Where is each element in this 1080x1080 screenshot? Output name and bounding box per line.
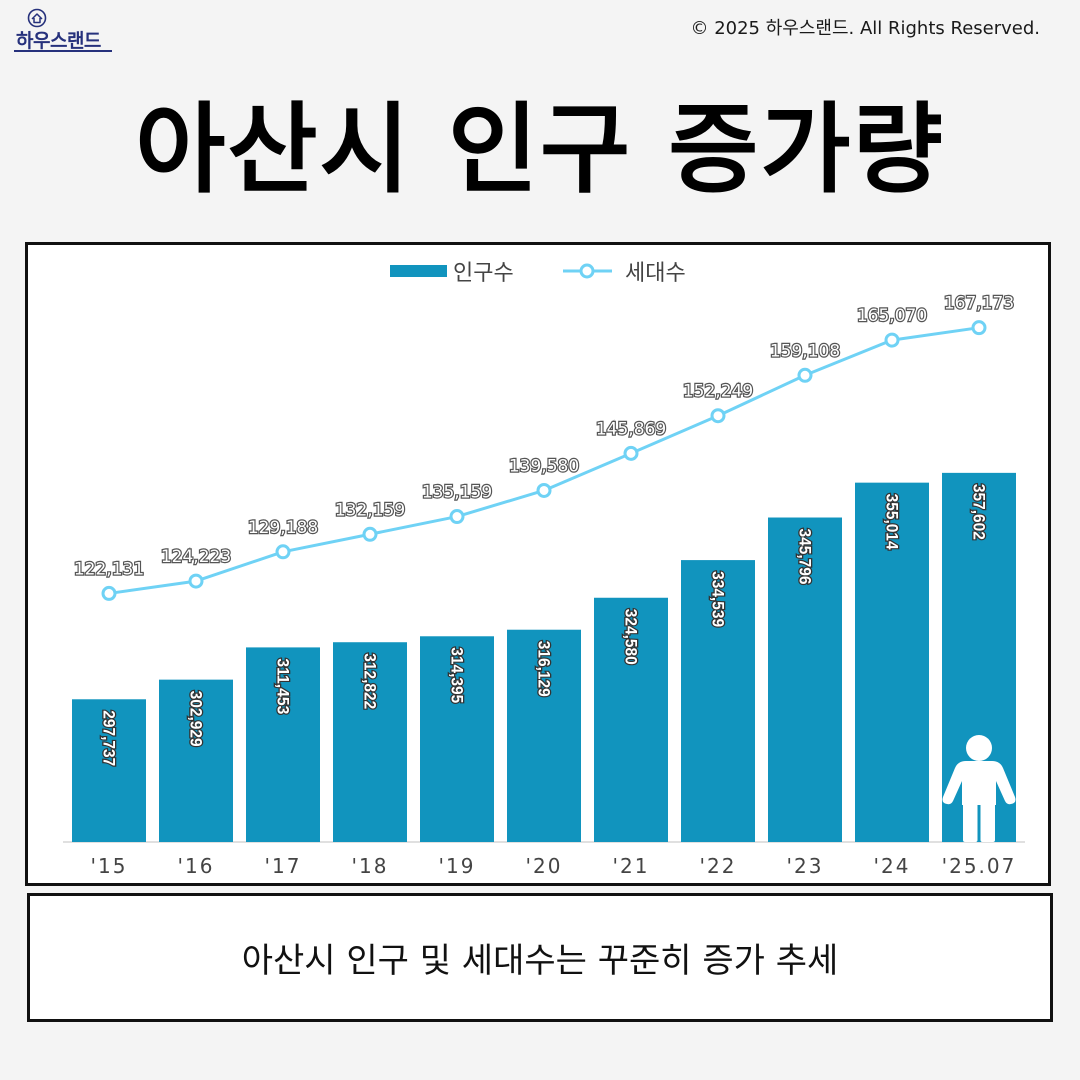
population-bar-label: 345,796 bbox=[796, 529, 815, 585]
person-icon bbox=[942, 735, 1016, 842]
x-tick-label: '22 bbox=[700, 854, 737, 878]
legend-bar-swatch bbox=[390, 265, 447, 277]
households-point-label: 165,070 bbox=[857, 306, 927, 326]
households-point-label: 159,108 bbox=[770, 341, 840, 361]
x-tick-label: '19 bbox=[439, 854, 476, 878]
x-tick-label: '21 bbox=[613, 854, 650, 878]
households-point bbox=[971, 320, 987, 336]
logo-underline bbox=[14, 50, 112, 52]
population-bar-label: 302,929 bbox=[187, 691, 206, 747]
population-bar-label: 334,539 bbox=[709, 571, 728, 627]
households-point-label: 122,131 bbox=[74, 559, 144, 579]
legend-marker-icon bbox=[579, 263, 595, 279]
population-bar-label: 314,395 bbox=[448, 647, 467, 703]
x-tick-label: '15 bbox=[91, 854, 128, 878]
copyright-notice: © 2025 하우스랜드. All Rights Reserved. bbox=[690, 18, 1040, 39]
brand-logo: 하우스랜드 bbox=[14, 8, 114, 56]
population-bar bbox=[594, 597, 668, 842]
x-tick-label: '24 bbox=[874, 854, 911, 878]
households-point-label: 135,159 bbox=[422, 483, 492, 503]
x-axis-ticks: '15 '16 '17 '18 '19 '20 '21 '22 '23 '24 '25.07 bbox=[91, 854, 1017, 878]
households-point-label: 139,580 bbox=[509, 456, 579, 476]
x-tick-label: '17 bbox=[265, 854, 302, 878]
legend-label-population: 인구수 bbox=[453, 261, 514, 286]
x-tick-label: '18 bbox=[352, 854, 389, 878]
x-tick-label: '23 bbox=[787, 854, 824, 878]
households-point-label: 129,188 bbox=[248, 518, 318, 538]
households-point bbox=[797, 367, 813, 383]
households-point bbox=[449, 509, 465, 525]
house-logo-icon bbox=[27, 8, 47, 28]
households-line-layer: 122,131 124,223 129,188 132,159 135,159 139,5… bbox=[73, 292, 1015, 601]
population-bar bbox=[72, 699, 146, 842]
population-bar-label: 297,737 bbox=[100, 710, 119, 766]
bars-layer bbox=[72, 472, 1016, 842]
bar-labels-layer: 297,737 302,929 311,453 312,822 314,395 316,1… bbox=[98, 483, 990, 768]
population-chart: 인구수 세대수 297,737 302,929 311,453 312,822 314,… bbox=[63, 261, 1025, 878]
population-bar-label: 355,014 bbox=[883, 494, 902, 550]
households-point-label: 145,869 bbox=[596, 419, 666, 439]
households-point bbox=[101, 585, 117, 601]
logo-text: 하우스랜드 bbox=[16, 30, 101, 52]
legend-label-households: 세대수 bbox=[625, 261, 686, 286]
households-point bbox=[623, 445, 639, 461]
population-bar-label: 316,129 bbox=[535, 641, 554, 697]
population-bar-label: 312,822 bbox=[361, 653, 380, 709]
population-bar bbox=[159, 679, 233, 842]
population-bar bbox=[768, 517, 842, 842]
chart-panel: 인구수 세대수 297,737 302,929 311,453 312,822 314,… bbox=[25, 242, 1051, 886]
population-bar bbox=[507, 629, 581, 842]
households-point bbox=[884, 332, 900, 348]
page-title: 아산시 인구 증가량 bbox=[135, 93, 945, 207]
households-point bbox=[710, 408, 726, 424]
x-tick-label: '16 bbox=[178, 854, 215, 878]
households-point-label: 132,159 bbox=[335, 500, 405, 520]
caption-box: 아산시 인구 및 세대수는 꾸준히 증가 추세 bbox=[27, 893, 1053, 1022]
population-bar bbox=[246, 647, 320, 842]
population-bar bbox=[855, 482, 929, 842]
population-bar bbox=[681, 560, 755, 842]
chart-legend: 인구수 세대수 bbox=[390, 261, 686, 286]
households-point bbox=[275, 544, 291, 560]
population-bar bbox=[420, 636, 494, 842]
population-bar bbox=[333, 642, 407, 842]
x-tick-label: '20 bbox=[526, 854, 563, 878]
households-point-label: 152,249 bbox=[683, 382, 753, 402]
households-point bbox=[188, 573, 204, 589]
households-point bbox=[362, 526, 378, 542]
households-point bbox=[536, 482, 552, 498]
households-point-label: 167,173 bbox=[944, 294, 1014, 314]
population-bar-label: 311,453 bbox=[274, 658, 293, 714]
x-tick-label: '25.07 bbox=[942, 854, 1017, 878]
population-bar-label: 324,580 bbox=[622, 609, 641, 665]
households-point-label: 124,223 bbox=[161, 547, 231, 567]
caption-text: 아산시 인구 및 세대수는 꾸준히 증가 추세 bbox=[241, 941, 839, 981]
population-bar-label: 357,602 bbox=[970, 484, 989, 540]
